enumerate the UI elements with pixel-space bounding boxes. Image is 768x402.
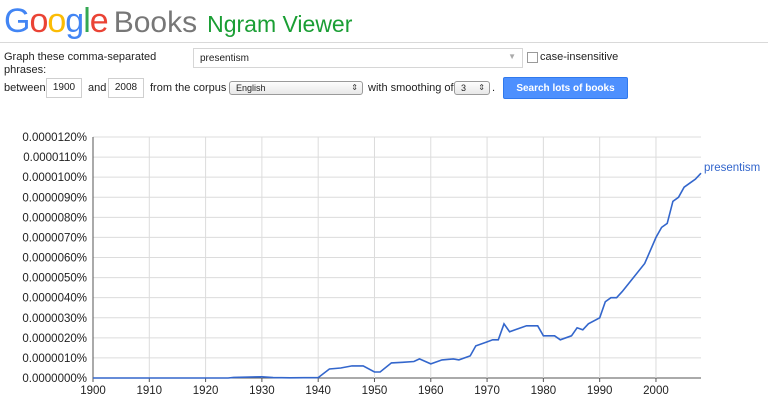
x-tick-label: 1990 (587, 385, 613, 397)
y-tick-label: 0.0000100% (22, 172, 87, 184)
case-insensitive-label: case-insensitive (540, 51, 619, 63)
y-tick-label: 0.0000120% (22, 132, 87, 144)
corpus-label: from the corpus (150, 82, 227, 94)
search-button[interactable]: Search lots of books (503, 77, 628, 99)
x-tick-label: 1970 (474, 385, 500, 397)
start-year-input[interactable]: 1900 (46, 78, 82, 98)
google-books-logo[interactable]: Google Books Ngram Viewer (4, 2, 352, 40)
phrases-label: Graph these comma-separated phrases: (4, 51, 157, 76)
x-tick-label: 1960 (418, 385, 444, 397)
smoothing-label: with smoothing of (368, 82, 454, 94)
corpus-select[interactable]: English ⇕ (229, 81, 363, 95)
dropdown-arrow-icon: ▼ (508, 52, 516, 61)
end-year-input[interactable]: 2008 (108, 78, 144, 98)
smoothing-select[interactable]: 3 ⇕ (454, 81, 490, 95)
y-tick-label: 0.0000050% (22, 273, 87, 285)
x-tick-label: 1930 (249, 385, 275, 397)
y-tick-label: 0.0000080% (22, 212, 87, 224)
series-line (93, 172, 702, 379)
x-tick-label: 1940 (305, 385, 331, 397)
page-title: Ngram Viewer (207, 11, 353, 37)
select-arrows-icon: ⇕ (478, 83, 485, 92)
series-label: presentism (704, 162, 760, 174)
y-tick-label: 0.0000020% (22, 333, 87, 345)
y-tick-label: 0.0000030% (22, 313, 87, 325)
x-tick-label: 2000 (643, 385, 669, 397)
phrases-input[interactable]: presentism ▼ (193, 48, 523, 68)
y-tick-label: 0.0000090% (22, 192, 87, 204)
case-insensitive-checkbox[interactable] (527, 52, 538, 63)
x-tick-label: 1920 (193, 385, 219, 397)
y-tick-label: 0.0000000% (22, 373, 87, 385)
x-tick-label: 1910 (136, 385, 162, 397)
google-wordmark: Google (4, 2, 109, 40)
x-tick-label: 1980 (531, 385, 557, 397)
x-tick-label: 1900 (80, 385, 106, 397)
header-divider (0, 42, 768, 43)
period: . (492, 82, 496, 94)
x-tick-label: 1950 (362, 385, 388, 397)
and-label: and (88, 82, 107, 94)
y-tick-label: 0.0000010% (22, 353, 87, 365)
y-tick-label: 0.0000070% (22, 232, 87, 244)
y-tick-label: 0.0000040% (22, 293, 87, 305)
books-wordmark: Books (113, 6, 198, 39)
select-arrows-icon: ⇕ (351, 83, 358, 92)
y-tick-label: 0.0000110% (23, 152, 87, 164)
between-label: between (4, 82, 46, 94)
y-tick-label: 0.0000060% (22, 253, 87, 265)
